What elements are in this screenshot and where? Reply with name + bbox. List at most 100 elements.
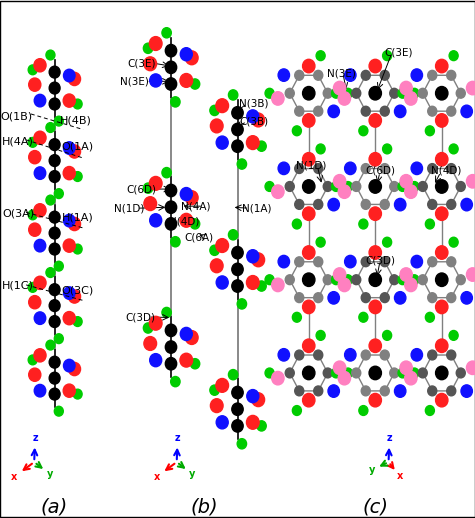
Circle shape (34, 94, 46, 107)
Circle shape (49, 356, 60, 368)
Circle shape (210, 105, 219, 116)
Circle shape (436, 300, 448, 313)
Circle shape (316, 51, 325, 61)
Text: N(3B): N(3B) (239, 98, 269, 109)
Circle shape (63, 94, 76, 107)
Circle shape (447, 350, 456, 360)
Circle shape (345, 349, 356, 361)
Circle shape (216, 379, 228, 392)
Circle shape (436, 394, 448, 407)
Circle shape (410, 368, 419, 378)
Text: H(1A): H(1A) (62, 212, 93, 223)
Circle shape (405, 278, 417, 292)
Circle shape (390, 182, 399, 192)
Circle shape (447, 70, 456, 80)
Circle shape (380, 199, 389, 209)
Circle shape (369, 153, 381, 166)
Circle shape (165, 184, 177, 197)
Circle shape (272, 185, 284, 198)
Circle shape (332, 275, 341, 285)
Circle shape (303, 273, 315, 286)
Circle shape (294, 257, 304, 267)
Circle shape (49, 243, 60, 255)
Circle shape (410, 182, 419, 192)
Circle shape (369, 87, 381, 100)
Circle shape (265, 88, 274, 98)
Circle shape (369, 273, 381, 286)
Circle shape (294, 293, 304, 303)
Circle shape (436, 246, 448, 259)
Circle shape (380, 164, 389, 174)
Circle shape (257, 141, 266, 151)
Circle shape (190, 79, 200, 89)
Circle shape (383, 330, 392, 340)
Circle shape (447, 386, 456, 396)
Circle shape (232, 140, 243, 152)
Circle shape (369, 394, 381, 407)
Circle shape (447, 106, 456, 116)
Circle shape (49, 315, 60, 327)
Circle shape (28, 296, 41, 309)
Text: x: x (153, 472, 160, 482)
Circle shape (63, 239, 76, 252)
Circle shape (293, 126, 302, 136)
Circle shape (210, 245, 219, 255)
Circle shape (361, 164, 370, 174)
Circle shape (46, 268, 55, 278)
Circle shape (359, 312, 368, 322)
Circle shape (361, 257, 370, 267)
Text: (c): (c) (362, 497, 388, 516)
Circle shape (171, 97, 180, 107)
Circle shape (46, 340, 55, 350)
Circle shape (34, 349, 46, 362)
Circle shape (252, 253, 265, 267)
Text: z: z (387, 433, 392, 443)
Circle shape (150, 74, 162, 87)
Circle shape (73, 389, 82, 399)
Circle shape (338, 278, 351, 292)
Circle shape (461, 385, 472, 397)
Text: H(4B): H(4B) (60, 115, 92, 125)
Text: y: y (47, 469, 53, 479)
Circle shape (394, 105, 406, 118)
Circle shape (338, 371, 351, 385)
Circle shape (426, 219, 435, 229)
Circle shape (252, 113, 265, 127)
Circle shape (361, 350, 370, 360)
Circle shape (285, 275, 294, 285)
Text: O(1B): O(1B) (0, 111, 33, 122)
Circle shape (328, 385, 340, 397)
Circle shape (333, 361, 346, 375)
Circle shape (294, 70, 304, 80)
Circle shape (359, 126, 368, 136)
Circle shape (49, 227, 60, 239)
Circle shape (180, 213, 193, 227)
Circle shape (369, 60, 381, 73)
Circle shape (303, 60, 315, 73)
Circle shape (68, 290, 81, 303)
Circle shape (54, 116, 63, 126)
Circle shape (34, 276, 46, 290)
Circle shape (162, 167, 171, 178)
Circle shape (398, 88, 407, 98)
Circle shape (278, 69, 289, 81)
Circle shape (34, 131, 46, 145)
Circle shape (400, 361, 412, 375)
Circle shape (143, 323, 153, 333)
Circle shape (73, 99, 82, 109)
Circle shape (294, 164, 304, 174)
Text: x: x (11, 472, 17, 482)
Circle shape (400, 268, 412, 281)
Circle shape (398, 275, 407, 285)
Circle shape (185, 191, 198, 205)
Text: z: z (32, 433, 38, 443)
Circle shape (303, 114, 315, 127)
Circle shape (303, 207, 315, 221)
Circle shape (303, 246, 315, 259)
Circle shape (303, 366, 315, 380)
Circle shape (380, 70, 389, 80)
Circle shape (390, 368, 399, 378)
Text: z: z (175, 433, 180, 443)
Circle shape (180, 188, 192, 200)
Circle shape (257, 421, 266, 431)
